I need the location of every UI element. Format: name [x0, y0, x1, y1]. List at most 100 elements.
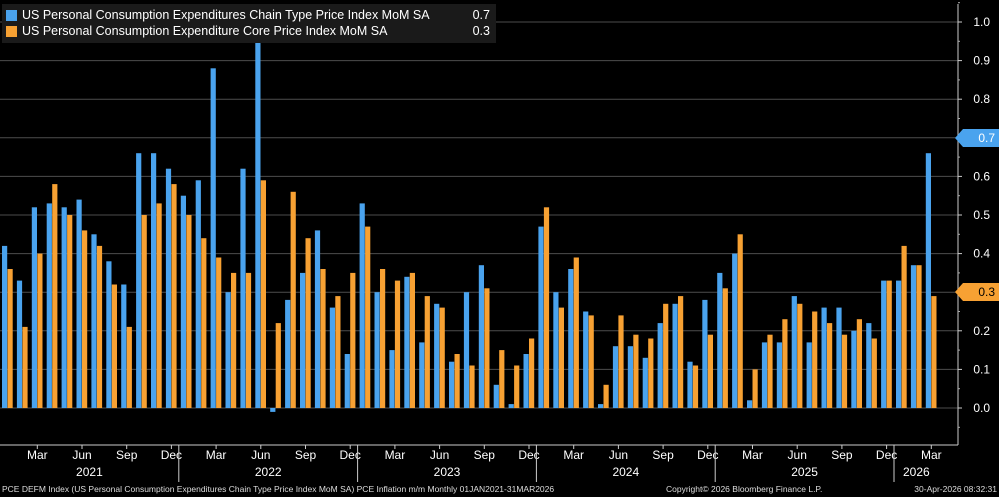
- y-tick-label: 0.1: [973, 362, 990, 376]
- bar-core-38: [573, 257, 579, 408]
- bar-core-56: [841, 334, 848, 408]
- x-tick-label: Dec: [340, 448, 361, 462]
- bar-core-59: [886, 280, 892, 408]
- bars-layer: [2, 37, 937, 412]
- bar-headline-40: [598, 404, 604, 408]
- year-label: 2022: [255, 465, 282, 479]
- bar-core-11: [171, 184, 177, 408]
- bar-core-22: [335, 296, 341, 408]
- bar-headline-61: [910, 265, 917, 408]
- bar-headline-46: [687, 361, 693, 408]
- bar-headline-23: [344, 354, 350, 408]
- bar-headline-25: [374, 292, 380, 408]
- bar-headline-44: [657, 323, 663, 408]
- bar-core-19: [290, 191, 296, 408]
- x-tick-label: Sep: [652, 448, 674, 462]
- bar-core-35: [529, 338, 535, 408]
- bar-headline-58: [866, 323, 872, 408]
- bar-headline-36: [538, 226, 544, 408]
- bar-core-34: [514, 365, 520, 408]
- bar-core-24: [365, 226, 371, 408]
- bar-headline-29: [434, 303, 440, 408]
- x-tick-label: Sep: [295, 448, 317, 462]
- bar-core-33: [499, 350, 505, 408]
- bar-core-0: [7, 269, 13, 408]
- bar-core-46: [692, 365, 699, 408]
- bar-core-43: [648, 338, 654, 408]
- bar-headline-45: [672, 303, 678, 408]
- y-tick-label: 0.4: [973, 247, 990, 261]
- bar-headline-24: [359, 203, 365, 408]
- bar-headline-19: [285, 299, 291, 408]
- y-tick-label: 0.8: [973, 92, 990, 106]
- bar-headline-34: [508, 404, 514, 408]
- bar-headline-1: [16, 280, 23, 408]
- bar-core-48: [722, 288, 728, 408]
- x-tick-label: Mar: [206, 448, 227, 462]
- bar-headline-32: [478, 265, 484, 408]
- bar-core-25: [380, 269, 386, 408]
- bar-headline-3: [46, 203, 52, 408]
- legend-value-headline: 0.7: [472, 8, 490, 22]
- bar-core-15: [231, 272, 237, 408]
- bar-headline-8: [121, 284, 127, 408]
- bar-headline-57: [851, 330, 857, 408]
- bar-headline-35: [523, 354, 529, 408]
- bar-headline-26: [389, 350, 395, 408]
- x-tick-label: Jun: [251, 448, 270, 462]
- x-tick-label: Sep: [116, 448, 138, 462]
- bar-core-30: [454, 354, 460, 408]
- footer-copyright: Copyright© 2026 Bloomberg Finance L.P.: [666, 484, 823, 494]
- bar-headline-38: [568, 269, 574, 408]
- bar-headline-50: [747, 400, 753, 408]
- y-tick-label: 0.6: [973, 169, 990, 183]
- x-tick-label: Dec: [876, 448, 897, 462]
- x-tick-label: Dec: [697, 448, 718, 462]
- bar-headline-27: [404, 276, 410, 408]
- bar-core-40: [603, 384, 609, 408]
- y-tick-label: 0.5: [973, 208, 990, 222]
- legend-entry-core: US Personal Consumption Expenditure Core…: [6, 23, 490, 39]
- bar-core-52: [782, 319, 788, 408]
- bar-core-32: [484, 288, 490, 408]
- bar-headline-47: [702, 299, 708, 408]
- bar-headline-54: [806, 342, 812, 408]
- bar-headline-12: [180, 195, 186, 408]
- bar-core-55: [827, 323, 833, 408]
- last-value-tag-headline: 0.7: [955, 128, 999, 147]
- bar-headline-31: [463, 292, 470, 408]
- y-tick-label: 0.0: [973, 401, 990, 415]
- bar-core-49: [737, 234, 743, 408]
- bar-core-10: [156, 203, 162, 408]
- bar-core-17: [260, 180, 266, 408]
- bar-core-5: [82, 230, 88, 408]
- x-tick-label: Dec: [518, 448, 539, 462]
- x-tick-label: Mar: [27, 448, 48, 462]
- bar-core-14: [216, 257, 222, 408]
- bar-core-28: [424, 296, 430, 408]
- y-tick-label: 1.0: [973, 15, 990, 29]
- x-tick-label: Dec: [161, 448, 182, 462]
- bar-headline-2: [31, 207, 37, 408]
- x-tick-label: Mar: [385, 448, 406, 462]
- bar-headline-62: [925, 153, 931, 408]
- legend-swatch-headline: [6, 9, 17, 21]
- bar-core-2: [37, 253, 43, 408]
- bar-core-50: [752, 369, 758, 408]
- bar-headline-53: [791, 296, 797, 408]
- bar-headline-15: [225, 292, 231, 408]
- bar-core-6: [96, 245, 103, 408]
- bar-headline-37: [553, 292, 559, 408]
- x-tick-label: Jun: [788, 448, 807, 462]
- bar-core-57: [856, 319, 862, 408]
- bar-headline-4: [61, 207, 67, 408]
- bar-core-54: [812, 311, 818, 408]
- bar-headline-55: [821, 307, 827, 408]
- y-tick-label: 0.2: [973, 324, 990, 338]
- bar-headline-13: [195, 180, 201, 408]
- bar-core-39: [588, 315, 594, 408]
- bar-core-58: [871, 338, 877, 408]
- bar-headline-30: [449, 361, 455, 408]
- bar-core-27: [409, 272, 415, 408]
- bar-core-8: [126, 326, 132, 408]
